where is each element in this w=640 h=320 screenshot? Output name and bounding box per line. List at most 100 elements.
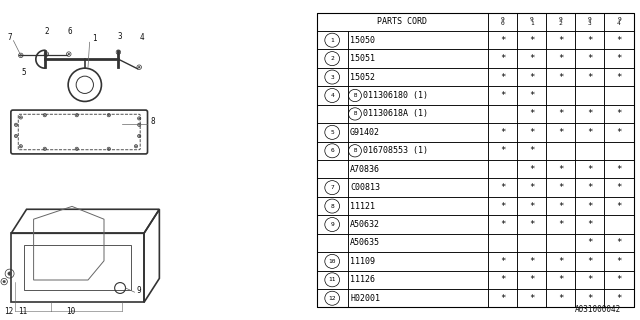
Text: 15051: 15051: [350, 54, 375, 63]
Bar: [547, 105, 575, 123]
Text: 9
0: 9 0: [500, 17, 504, 27]
Bar: [317, 68, 348, 86]
Circle shape: [8, 272, 12, 276]
Circle shape: [15, 135, 17, 137]
Text: 8: 8: [330, 204, 334, 209]
Bar: [575, 86, 604, 105]
Text: *: *: [529, 294, 534, 303]
Bar: [547, 215, 575, 234]
Bar: [517, 234, 547, 252]
Bar: [517, 123, 547, 141]
Bar: [317, 123, 348, 141]
Bar: [348, 252, 488, 271]
Text: *: *: [588, 183, 593, 192]
Bar: [517, 141, 547, 160]
Bar: [488, 141, 517, 160]
Text: H02001: H02001: [350, 294, 380, 303]
Text: 016708553 (1): 016708553 (1): [363, 146, 428, 155]
Bar: [604, 49, 634, 68]
Text: *: *: [529, 183, 534, 192]
Bar: [348, 215, 488, 234]
Text: G91402: G91402: [350, 128, 380, 137]
Circle shape: [136, 146, 137, 147]
Text: *: *: [616, 202, 621, 211]
Text: *: *: [558, 109, 564, 118]
Text: *: *: [529, 73, 534, 82]
Bar: [517, 289, 547, 308]
Bar: [488, 160, 517, 179]
Bar: [517, 252, 547, 271]
Text: *: *: [616, 165, 621, 174]
Circle shape: [20, 54, 22, 56]
Bar: [488, 86, 517, 105]
Text: 9
1: 9 1: [530, 17, 534, 27]
Text: *: *: [588, 220, 593, 229]
Bar: [317, 160, 348, 179]
Text: 8: 8: [150, 117, 155, 126]
Circle shape: [68, 53, 70, 55]
Text: *: *: [529, 36, 534, 45]
Text: B: B: [353, 148, 356, 153]
Bar: [547, 179, 575, 197]
Bar: [348, 31, 488, 49]
Text: 10: 10: [66, 307, 75, 316]
Text: *: *: [616, 275, 621, 284]
Bar: [604, 141, 634, 160]
Bar: [575, 197, 604, 215]
Bar: [604, 12, 634, 31]
Text: 11121: 11121: [350, 202, 375, 211]
Text: A70836: A70836: [350, 165, 380, 174]
Text: 12: 12: [4, 307, 13, 316]
Bar: [604, 215, 634, 234]
Text: *: *: [500, 294, 506, 303]
Text: *: *: [500, 146, 506, 155]
Text: *: *: [588, 294, 593, 303]
Bar: [575, 68, 604, 86]
Text: *: *: [558, 275, 564, 284]
Text: *: *: [558, 183, 564, 192]
Bar: [317, 215, 348, 234]
Text: *: *: [558, 294, 564, 303]
Text: 2: 2: [330, 56, 334, 61]
Bar: [604, 252, 634, 271]
Circle shape: [20, 146, 22, 147]
Bar: [517, 179, 547, 197]
Bar: [488, 252, 517, 271]
Bar: [604, 105, 634, 123]
Text: *: *: [500, 183, 506, 192]
Text: 11109: 11109: [350, 257, 375, 266]
Bar: [517, 12, 547, 31]
Bar: [604, 160, 634, 179]
Bar: [604, 179, 634, 197]
Text: *: *: [529, 54, 534, 63]
Bar: [488, 215, 517, 234]
Bar: [317, 179, 348, 197]
Text: 15050: 15050: [350, 36, 375, 45]
Text: 9
2: 9 2: [559, 17, 563, 27]
Bar: [517, 86, 547, 105]
Bar: [317, 141, 348, 160]
Text: 15052: 15052: [350, 73, 375, 82]
Bar: [547, 12, 575, 31]
Text: *: *: [588, 128, 593, 137]
Text: 3: 3: [118, 32, 122, 41]
Bar: [575, 215, 604, 234]
Text: *: *: [588, 165, 593, 174]
Text: *: *: [529, 146, 534, 155]
Text: 12: 12: [328, 296, 336, 301]
Text: *: *: [529, 220, 534, 229]
Text: *: *: [616, 257, 621, 266]
Text: *: *: [500, 257, 506, 266]
Text: *: *: [558, 165, 564, 174]
Bar: [604, 86, 634, 105]
Text: *: *: [500, 91, 506, 100]
Bar: [604, 234, 634, 252]
Bar: [317, 234, 348, 252]
Bar: [547, 68, 575, 86]
Bar: [547, 197, 575, 215]
Text: *: *: [588, 238, 593, 247]
Text: *: *: [529, 91, 534, 100]
Bar: [317, 289, 348, 308]
Text: *: *: [616, 238, 621, 247]
Text: 1: 1: [330, 38, 334, 43]
